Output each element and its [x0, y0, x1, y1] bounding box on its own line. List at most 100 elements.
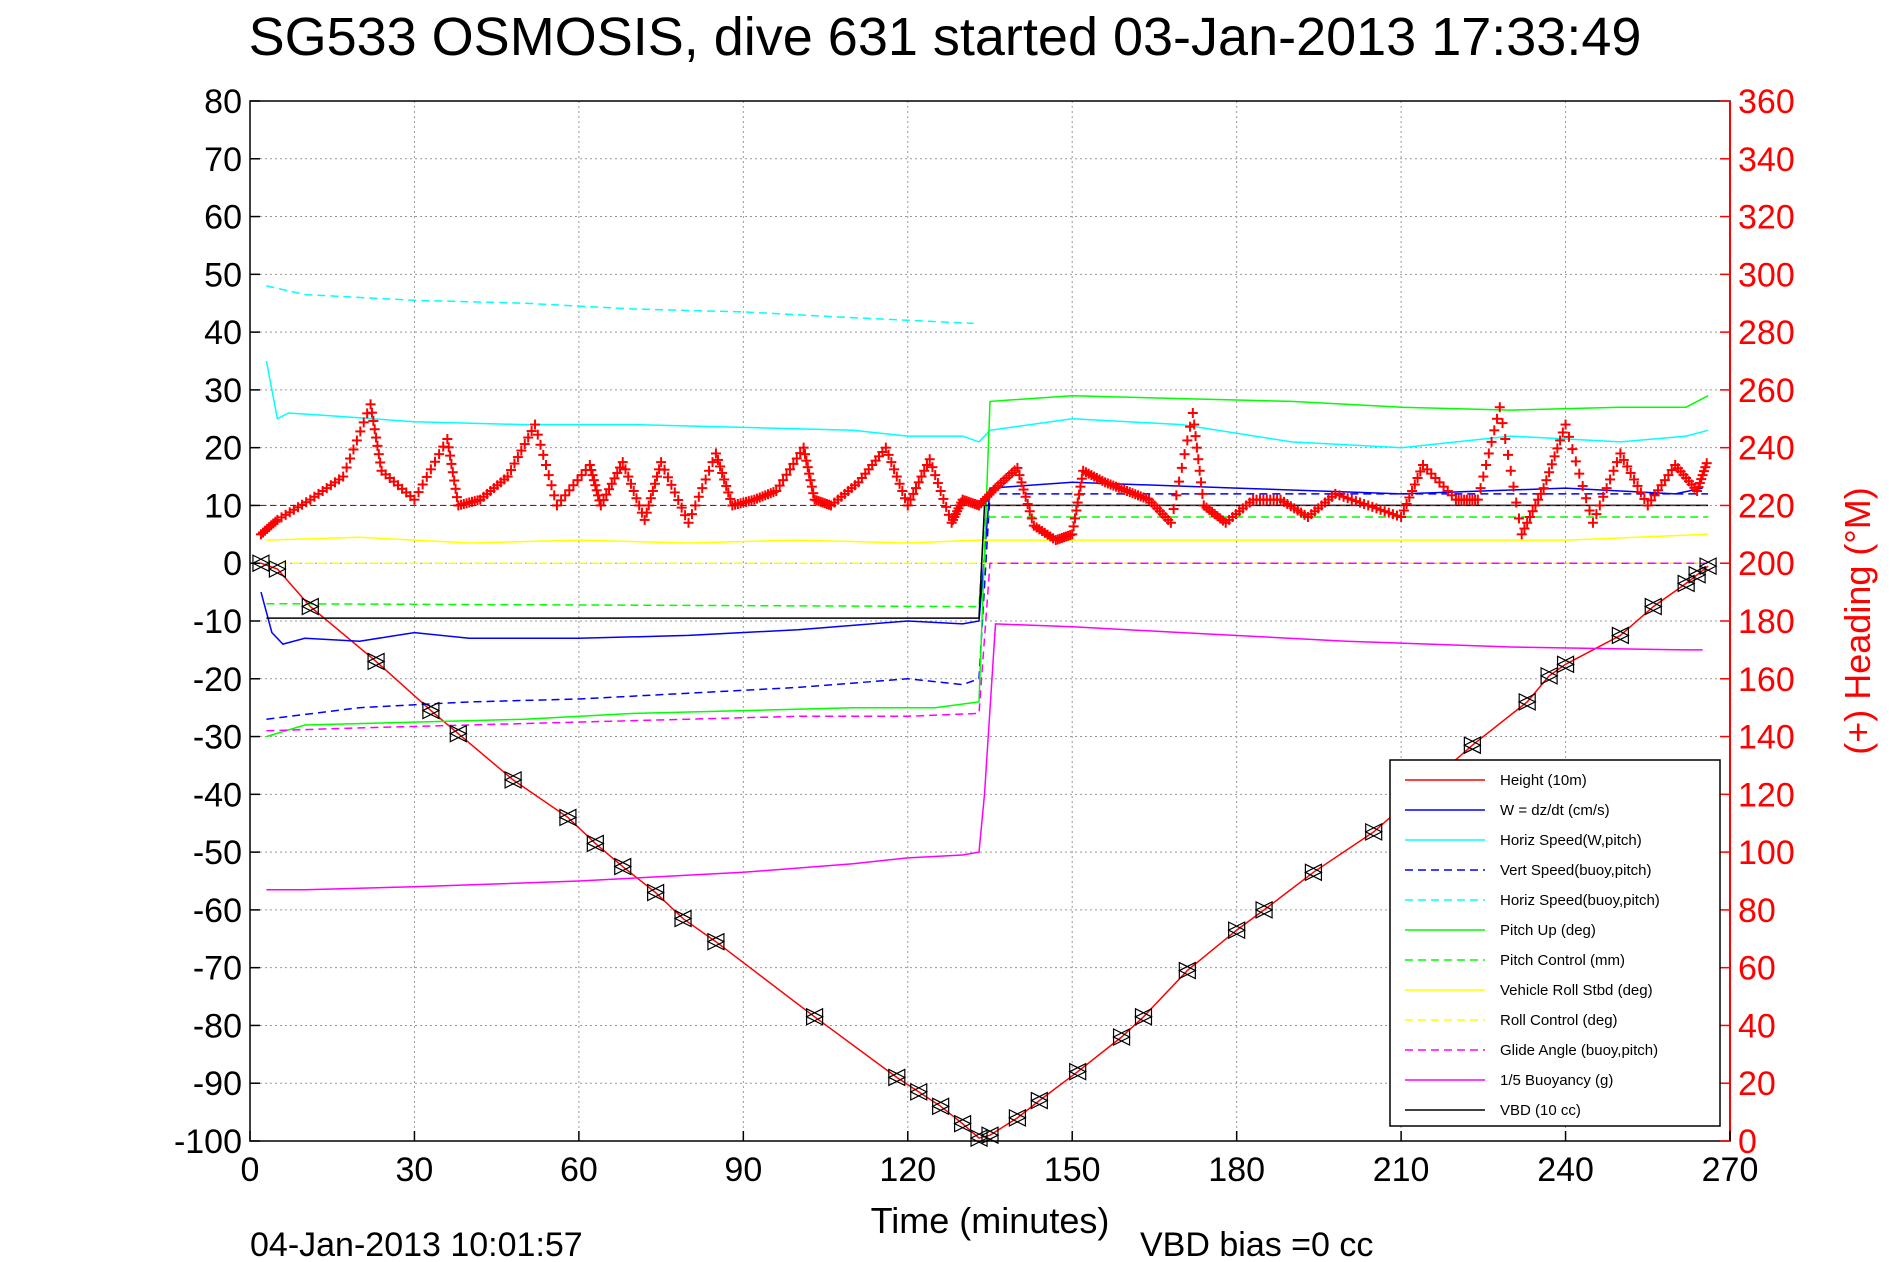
heading-marker — [647, 486, 658, 496]
heading-marker — [911, 483, 921, 494]
heading-marker — [443, 442, 454, 453]
heading-marker — [1076, 473, 1087, 484]
y-tick-label: 50 — [204, 256, 242, 294]
heading-marker — [1552, 443, 1563, 454]
x-axis-label: Time (minutes) — [871, 1200, 1110, 1241]
y-right-tick-label: 260 — [1738, 372, 1795, 410]
legend-label: Horiz Speed(buoy,pitch) — [1500, 892, 1660, 909]
series-horiz-speed-buoy — [266, 285, 974, 325]
heading-marker — [641, 507, 652, 518]
heading-marker — [1018, 484, 1029, 495]
heading-marker — [1068, 521, 1079, 532]
heading-marker — [1570, 456, 1581, 467]
heading-marker — [1071, 505, 1082, 516]
y-tick-label: -10 — [193, 603, 242, 641]
height-marker — [300, 597, 320, 616]
heading-marker — [526, 426, 537, 437]
y-tick-label: 20 — [204, 430, 242, 468]
legend-item: Horiz Speed(buoy,pitch) — [1405, 892, 1660, 909]
heading-marker — [549, 490, 560, 501]
height-marker — [673, 909, 693, 928]
series-roll — [266, 533, 1709, 544]
heading-marker — [1656, 480, 1667, 491]
height-marker — [558, 808, 578, 827]
heading-marker — [669, 487, 680, 498]
heading-marker — [649, 478, 660, 489]
y-right-tick-label: 200 — [1738, 545, 1795, 583]
heading-marker — [1533, 494, 1544, 505]
heading-marker — [1505, 465, 1516, 476]
y-right-tick-label: 320 — [1738, 199, 1795, 237]
heading-marker — [988, 485, 999, 496]
heading-marker — [1513, 513, 1524, 524]
heading-marker — [584, 460, 595, 470]
height-marker — [706, 932, 726, 951]
footer-vbd-bias: VBD bias =0 cc — [1140, 1226, 1373, 1262]
heading-marker — [1401, 499, 1412, 509]
height-marker — [1112, 1028, 1131, 1046]
heading-marker — [1622, 461, 1633, 472]
heading-marker — [1587, 517, 1598, 528]
heading-marker — [1605, 474, 1616, 485]
heading-marker — [447, 467, 458, 478]
y-axis-right-label: (+) Heading (°M) — [1837, 487, 1878, 754]
heading-marker — [1584, 505, 1595, 516]
heading-marker — [1574, 468, 1585, 479]
y-right-tick-label: 280 — [1738, 314, 1795, 352]
series-glide-angle — [266, 562, 1709, 732]
height-marker — [503, 770, 523, 789]
height-marker — [1029, 1091, 1049, 1110]
x-tick-label: 0 — [241, 1151, 260, 1189]
heading-marker — [421, 471, 432, 482]
heading-marker — [1557, 427, 1568, 438]
heading-marker — [800, 449, 810, 460]
heading-marker — [935, 486, 946, 496]
heading-marker — [369, 424, 380, 435]
legend-item: VBD (10 cc) — [1405, 1102, 1581, 1119]
y-tick-label: -90 — [193, 1065, 242, 1103]
x-tick-label: 120 — [879, 1151, 936, 1189]
height-marker — [1517, 692, 1537, 711]
heading-marker — [355, 426, 366, 437]
x-tick-label: 210 — [1373, 1151, 1430, 1189]
heading-marker — [900, 493, 911, 504]
heading-marker — [1176, 462, 1187, 473]
heading-marker — [628, 486, 639, 496]
heading-marker — [1508, 481, 1519, 492]
heading-marker — [1489, 425, 1500, 436]
heading-marker — [366, 407, 377, 418]
series-vbd — [266, 504, 1709, 619]
y-tick-label: -20 — [193, 661, 242, 699]
heading-marker — [1020, 491, 1031, 502]
heading-marker — [532, 429, 543, 440]
x-axis: 0 30 60 90 120 150 180 210 240 270 — [241, 1131, 1758, 1189]
heading-marker — [707, 457, 718, 468]
legend-label: Vehicle Roll Stbd (deg) — [1500, 982, 1653, 999]
heading-marker — [683, 517, 694, 528]
heading-marker — [1472, 494, 1483, 505]
heading-markers — [250, 399, 1712, 546]
heading-marker — [919, 465, 930, 476]
height-marker — [1227, 921, 1247, 940]
heading-marker — [1492, 413, 1503, 424]
heading-marker — [430, 456, 440, 467]
heading-marker — [639, 514, 650, 525]
height-marker — [980, 1126, 1000, 1145]
heading-marker — [1511, 497, 1522, 508]
heading-marker — [509, 458, 520, 469]
series-buoyancy — [266, 623, 1703, 891]
heading-marker — [1629, 474, 1640, 485]
legend-item: W = dz/dt (cm/s) — [1405, 802, 1610, 819]
height-marker — [1687, 565, 1707, 584]
x-tick-label: 30 — [396, 1151, 434, 1189]
heading-marker — [1409, 479, 1420, 490]
heading-marker — [1196, 477, 1207, 488]
y-right-tick-label: 300 — [1738, 256, 1795, 294]
heading-marker — [791, 453, 802, 464]
heading-marker — [375, 457, 386, 468]
y-tick-label: 0 — [223, 545, 242, 583]
heading-marker — [612, 467, 623, 478]
heading-marker — [1475, 483, 1486, 494]
y-tick-label: -100 — [174, 1123, 242, 1161]
